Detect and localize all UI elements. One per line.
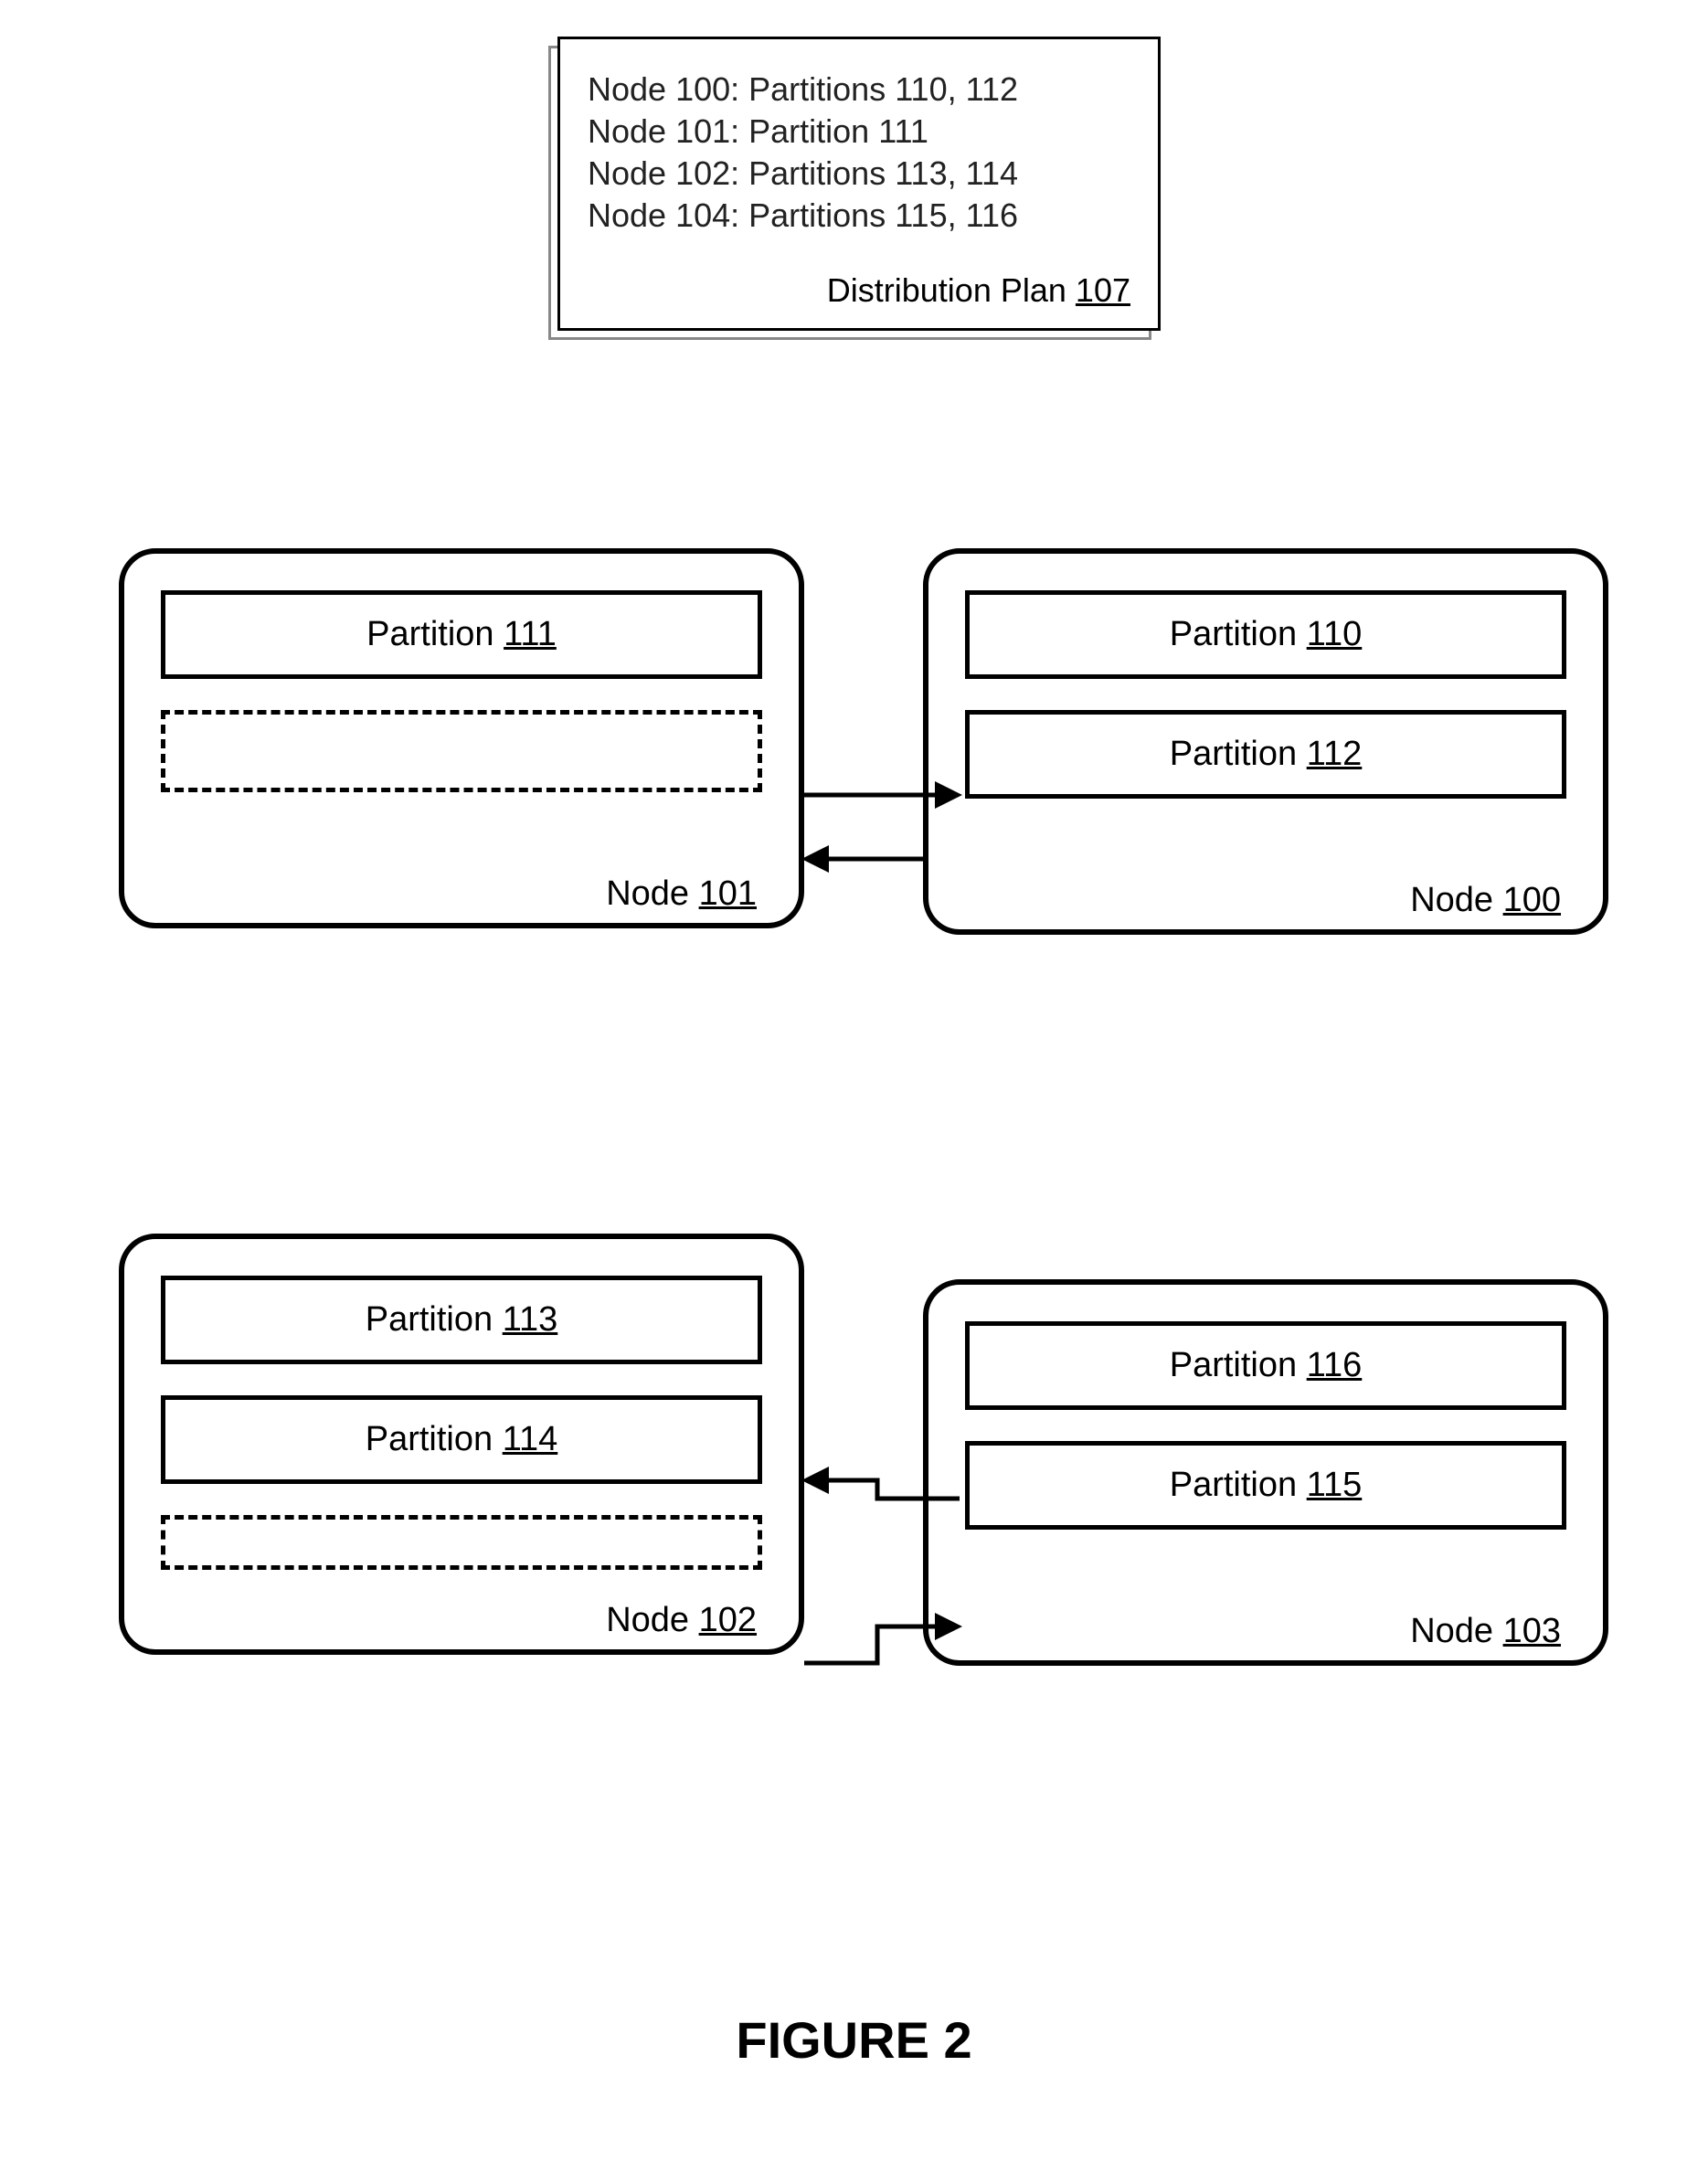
node-103: Partition 116 Partition 115 Node 103 bbox=[923, 1279, 1608, 1666]
partition-101-empty bbox=[161, 710, 762, 792]
plan-line-1: Node 101: Partition 111 bbox=[588, 112, 1130, 151]
node-102: Partition 113 Partition 114 Node 102 bbox=[119, 1234, 804, 1655]
plan-caption: Distribution Plan 107 bbox=[588, 271, 1130, 310]
distribution-plan-box: Node 100: Partitions 110, 112 Node 101: … bbox=[557, 37, 1161, 331]
node-103-label: Node 103 bbox=[965, 1612, 1566, 1651]
node-100-label: Node 100 bbox=[965, 881, 1566, 920]
plan-line-3: Node 104: Partitions 115, 116 bbox=[588, 196, 1130, 235]
partition-113: Partition 113 bbox=[161, 1276, 762, 1364]
partition-111: Partition 111 bbox=[161, 590, 762, 679]
plan-line-0: Node 100: Partitions 110, 112 bbox=[588, 70, 1130, 109]
node-102-label: Node 102 bbox=[161, 1601, 762, 1640]
partition-115: Partition 115 bbox=[965, 1441, 1566, 1530]
node-101-label: Node 101 bbox=[161, 874, 762, 914]
partition-102-empty bbox=[161, 1515, 762, 1570]
plan-line-2: Node 102: Partitions 113, 114 bbox=[588, 154, 1130, 193]
partition-114: Partition 114 bbox=[161, 1395, 762, 1484]
figure-title: FIGURE 2 bbox=[0, 2010, 1708, 2070]
partition-116: Partition 116 bbox=[965, 1321, 1566, 1410]
diagram-canvas: Node 100: Partitions 110, 112 Node 101: … bbox=[0, 0, 1708, 2172]
partition-112: Partition 112 bbox=[965, 710, 1566, 799]
partition-110: Partition 110 bbox=[965, 590, 1566, 679]
node-100: Partition 110 Partition 112 Node 100 bbox=[923, 548, 1608, 935]
node-101: Partition 111 Node 101 bbox=[119, 548, 804, 928]
